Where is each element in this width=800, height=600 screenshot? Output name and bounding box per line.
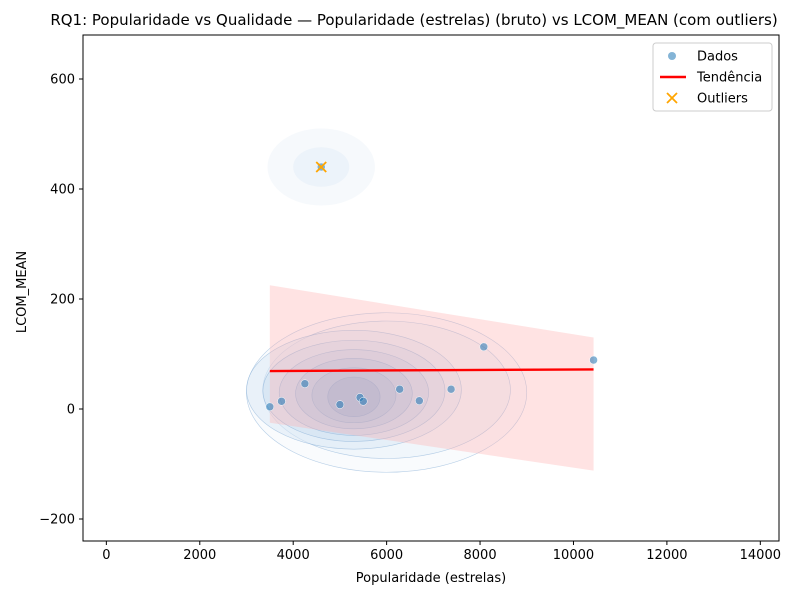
x-tick-label: 2000 bbox=[183, 548, 216, 563]
x-tick-label: 4000 bbox=[277, 548, 310, 563]
data-point bbox=[335, 400, 345, 409]
data-point bbox=[395, 384, 404, 394]
legend-item-tendência: Tendência bbox=[660, 71, 762, 86]
data-point bbox=[359, 397, 368, 406]
trend-line-group bbox=[269, 368, 594, 373]
legend-frame bbox=[652, 42, 773, 112]
x-tick-label: 6000 bbox=[370, 548, 403, 563]
legend-label: Tendência bbox=[696, 71, 762, 86]
x-axis-ticks: 0 2000 4000 6000 8000 10000 12000 14000 bbox=[102, 541, 781, 563]
outlier-markers bbox=[315, 161, 327, 173]
data-point bbox=[300, 379, 310, 388]
legend-item-outliers: Outliers bbox=[666, 92, 748, 107]
legend-swatch bbox=[666, 92, 678, 104]
chart-title: RQ1: Popularidade vs Qualidade — Popular… bbox=[50, 11, 777, 30]
data-points bbox=[265, 162, 598, 412]
x-axis-label: Popularidade (estrelas) bbox=[356, 571, 506, 586]
confidence-band bbox=[269, 285, 594, 471]
y-axis-ticks: −200 0 200 400 600 bbox=[39, 73, 83, 528]
legend: Dados Tendência Outliers bbox=[652, 42, 773, 112]
legend-item-dados: Dados bbox=[668, 50, 738, 65]
data-point bbox=[479, 342, 489, 352]
data-point bbox=[446, 384, 456, 394]
y-tick-label: 400 bbox=[50, 183, 75, 198]
y-tick-label: 200 bbox=[50, 293, 75, 308]
data-point bbox=[265, 402, 275, 412]
x-tick-label: 14000 bbox=[740, 548, 781, 563]
y-axis-label: LCOM_MEAN bbox=[15, 251, 30, 333]
legend-label: Outliers bbox=[697, 92, 748, 107]
plot-frame bbox=[82, 34, 780, 542]
y-tick-label: 0 bbox=[67, 403, 75, 418]
y-tick-label: 600 bbox=[50, 73, 75, 88]
x-tick-label: 8000 bbox=[464, 548, 497, 563]
trend-confidence-band bbox=[269, 285, 594, 471]
outlier-marker bbox=[315, 161, 327, 173]
x-tick-label: 0 bbox=[102, 548, 110, 563]
legend-label: Dados bbox=[697, 50, 738, 65]
data-point bbox=[589, 355, 598, 365]
x-tick-label: 10000 bbox=[553, 548, 594, 563]
x-tick-label: 12000 bbox=[646, 548, 687, 563]
trend-line bbox=[269, 368, 594, 373]
y-tick-label: −200 bbox=[39, 513, 75, 528]
data-point bbox=[415, 396, 424, 405]
data-point bbox=[277, 397, 286, 406]
legend-swatch bbox=[668, 52, 676, 60]
